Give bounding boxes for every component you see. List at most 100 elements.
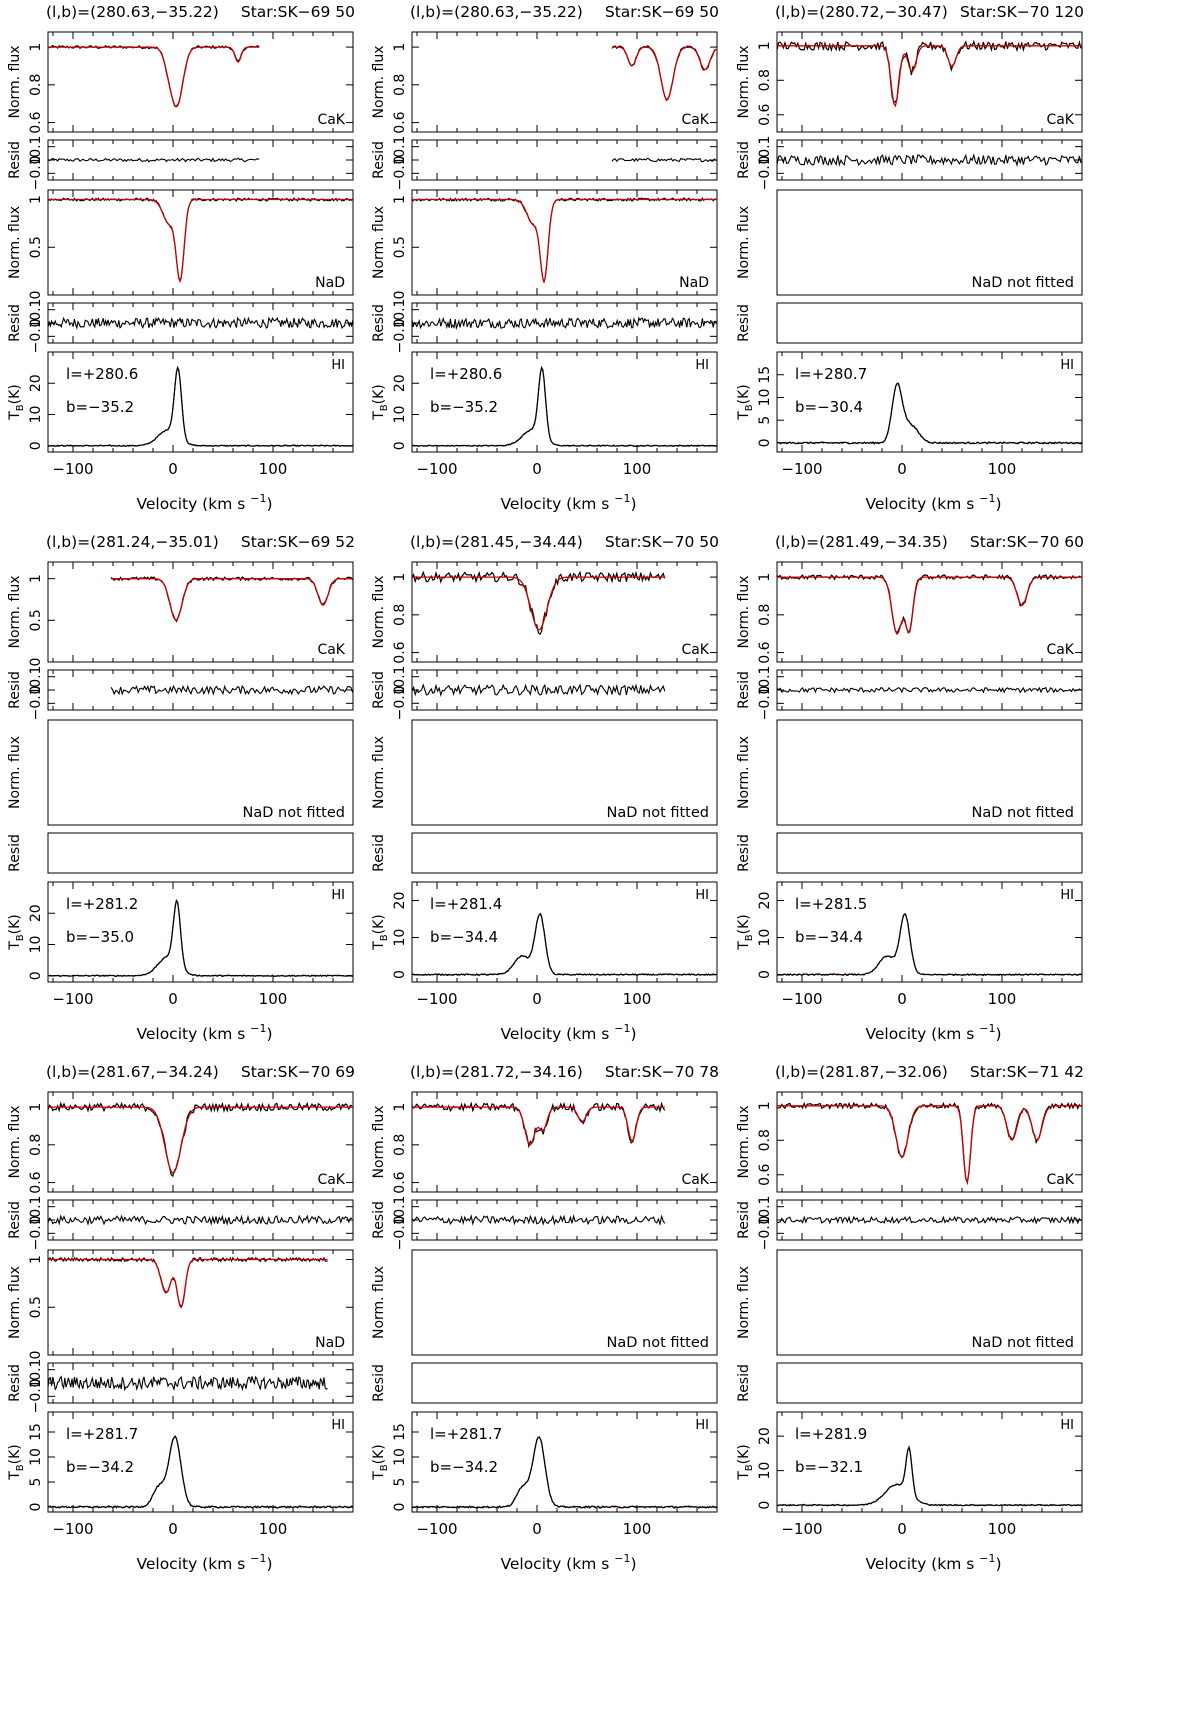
y-tick-label: 5	[28, 1478, 44, 1487]
galactic-coords-label: (l,b)=(281.72,−34.16)	[410, 1063, 583, 1081]
y-axis-label: Resid	[371, 304, 387, 342]
panel-frame	[47, 1249, 354, 1356]
y-tick-label: 0.1	[28, 136, 44, 158]
b-value-text: b=−34.2	[430, 1458, 498, 1476]
x-tick-label: 100	[259, 460, 288, 478]
panel-frame	[47, 31, 354, 133]
hi-label: HI	[331, 358, 345, 373]
panel-frame	[776, 351, 1083, 453]
panel-frame	[776, 561, 1083, 663]
spectrum-panel: (l,b)=(281.49,−34.35) Star:SK−70 60 0.6 0.8…	[736, 533, 1084, 1043]
x-tick-label: −100	[52, 460, 93, 478]
y-tick-label: −0.1	[28, 156, 44, 190]
star-name-label: Star:SK−70 69	[241, 1063, 355, 1081]
x-tick-label: −100	[416, 990, 457, 1008]
y-tick-label: 0	[392, 1503, 408, 1512]
y-axis-label: Norm. flux	[7, 575, 23, 648]
cak-fit-line	[111, 578, 353, 621]
y-tick-label: −0.1	[757, 686, 773, 720]
panel-frame	[411, 1091, 718, 1193]
y-tick-label: 0.8	[392, 604, 408, 626]
y-tick-label: 10	[392, 1448, 408, 1466]
y-axis-label: Resid	[7, 304, 23, 342]
cak-fit-line	[48, 1106, 352, 1174]
hi-label: HI	[695, 358, 709, 373]
y-tick-label: 0	[28, 291, 44, 300]
l-value-text: l=+281.7	[66, 1425, 138, 1443]
cak-data-line	[776, 39, 1082, 103]
l-value-text: l=+281.5	[795, 895, 867, 913]
y-tick-label: −0.1	[392, 319, 408, 353]
y-tick-label: 10	[757, 389, 773, 407]
nad-label: NaD	[315, 275, 345, 291]
y-tick-label: 1	[28, 574, 44, 583]
y-axis-label: Resid	[371, 834, 387, 872]
star-name-label: Star:SK−70 78	[605, 1063, 719, 1081]
y-tick-label: 0	[392, 441, 408, 450]
y-tick-label: 0.8	[392, 1134, 408, 1156]
y-axis-label: TB(K)	[7, 384, 26, 421]
y-tick-label: 0.6	[757, 1164, 773, 1186]
cak-label: CaK	[681, 112, 709, 128]
panel-frame	[47, 669, 354, 711]
spectrum-panel: (l,b)=(281.24,−35.01) Star:SK−69 5200.51N…	[7, 533, 355, 1043]
galactic-coords-label: (l,b)=(280.63,−35.22)	[46, 3, 219, 21]
y-tick-label: −0.1	[28, 1216, 44, 1250]
y-tick-label: 0	[757, 1501, 773, 1510]
y-tick-label: 1	[392, 195, 408, 204]
y-tick-label: 10	[757, 1462, 773, 1480]
y-axis-label: Norm. flux	[371, 575, 387, 648]
panel-frame	[411, 1362, 718, 1404]
nad-not-fitted-text: NaD not fitted	[972, 275, 1075, 291]
panel-frame	[776, 1362, 1083, 1404]
cak-label: CaK	[317, 1172, 345, 1188]
cak-resid-line	[411, 683, 666, 697]
hi-data-line	[776, 913, 1083, 977]
y-tick-label: 5	[757, 416, 773, 425]
y-axis-label: Resid	[736, 1201, 752, 1239]
nad-not-fitted-text: NaD not fitted	[972, 1335, 1075, 1351]
panel-frame	[776, 1411, 1083, 1513]
panel-frame	[47, 832, 354, 874]
x-tick-label: 0	[532, 1520, 542, 1538]
x-tick-label: 0	[532, 990, 542, 1008]
x-tick-label: 100	[988, 460, 1017, 478]
x-tick-label: 100	[259, 990, 288, 1008]
y-axis-label: Norm. flux	[736, 1266, 752, 1339]
cak-fit-line	[612, 46, 717, 101]
x-axis-label: Velocity (km s −1)	[865, 1552, 1001, 1573]
y-tick-label: 0.5	[28, 609, 44, 631]
y-axis-label: Norm. flux	[371, 736, 387, 809]
y-tick-label: 0	[392, 686, 408, 695]
panel-frame	[776, 1091, 1083, 1193]
l-value-text: l=+280.7	[795, 365, 867, 383]
cak-fit-line	[48, 46, 260, 108]
panel-frame	[47, 189, 354, 296]
y-tick-label: 0.5	[28, 1296, 44, 1318]
panel-frame	[411, 832, 718, 874]
star-name-label: Star:SK−69 50	[241, 3, 355, 21]
panel-frame	[411, 31, 718, 133]
y-axis-label: Resid	[736, 671, 752, 709]
y-tick-label: 0	[757, 686, 773, 695]
spectrum-panel: (l,b)=(280.63,−35.22) Star:SK−69 50 0.6 0.8…	[7, 3, 355, 513]
panel-frame	[411, 139, 718, 181]
hi-label: HI	[1060, 1418, 1074, 1433]
y-tick-label: −0.1	[28, 686, 44, 720]
y-tick-label: 1	[28, 1103, 44, 1112]
y-tick-label: 0	[28, 1216, 44, 1225]
y-tick-label: 0	[28, 1379, 44, 1388]
y-tick-label: 0.1	[392, 1196, 408, 1218]
cak-fit-line	[412, 576, 665, 631]
y-axis-label: Norm. flux	[371, 1266, 387, 1339]
y-tick-label: 0.8	[392, 74, 408, 96]
y-axis-label: TB(K)	[736, 1444, 755, 1481]
y-axis-label: TB(K)	[7, 914, 26, 951]
y-tick-label: 1	[392, 573, 408, 582]
panel-frame	[411, 1411, 718, 1513]
l-value-text: l=+281.2	[66, 895, 138, 913]
x-tick-label: 100	[988, 1520, 1017, 1538]
l-value-text: l=+281.9	[795, 1425, 867, 1443]
y-tick-label: 5	[392, 1478, 408, 1487]
b-value-text: b=−34.4	[795, 928, 863, 946]
